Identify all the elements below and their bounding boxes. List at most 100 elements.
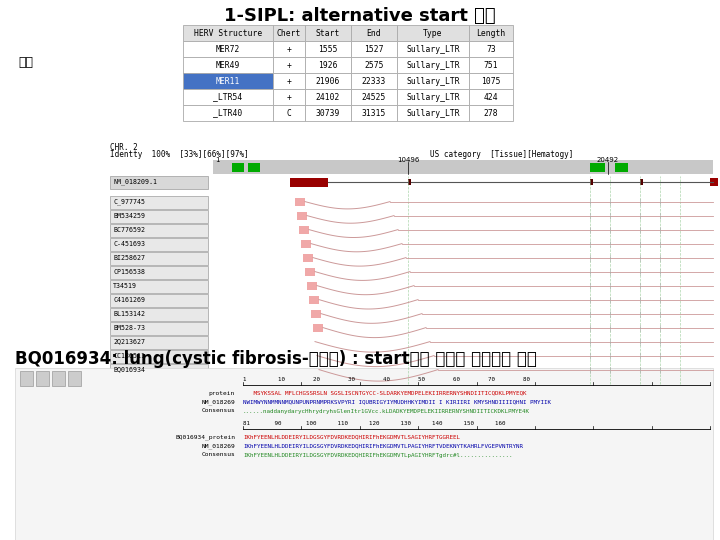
Bar bbox=[183, 25, 273, 41]
Bar bbox=[351, 89, 397, 105]
Text: protein: protein bbox=[209, 390, 235, 395]
Text: Length: Length bbox=[477, 29, 505, 37]
Bar bbox=[351, 105, 397, 121]
Text: 2Q213627: 2Q213627 bbox=[113, 339, 145, 345]
Text: HERV Structure: HERV Structure bbox=[194, 29, 262, 37]
Text: 1527: 1527 bbox=[364, 44, 384, 53]
Text: Sullary_LTR: Sullary_LTR bbox=[406, 109, 460, 118]
Text: MSYKSSAL MFLCHGSSRSLN SGSLISCNTGYCC-SLDARKYEMDPELEKIIRRERNYSHNDIITICQDKLPMYEQK: MSYKSSAL MFLCHGSSRSLN SGSLISCNTGYCC-SLDA… bbox=[243, 390, 526, 395]
Text: End: End bbox=[366, 29, 382, 37]
Text: BC776592: BC776592 bbox=[113, 227, 145, 233]
Bar bbox=[110, 176, 208, 189]
Bar bbox=[313, 323, 323, 332]
Text: Consensus: Consensus bbox=[202, 408, 235, 414]
Bar bbox=[295, 198, 305, 206]
Bar bbox=[397, 105, 469, 121]
Text: BI258627: BI258627 bbox=[113, 254, 145, 261]
Text: MER72: MER72 bbox=[216, 44, 240, 53]
Bar bbox=[305, 25, 351, 41]
Bar bbox=[183, 105, 273, 121]
Text: +: + bbox=[287, 44, 292, 53]
Text: 278: 278 bbox=[484, 109, 498, 118]
Text: 73: 73 bbox=[486, 44, 496, 53]
Text: Chert: Chert bbox=[276, 29, 301, 37]
Text: BQ016934: BQ016934 bbox=[113, 367, 145, 373]
Text: +: + bbox=[287, 92, 292, 102]
Text: 751: 751 bbox=[484, 60, 498, 70]
Text: C4161269: C4161269 bbox=[113, 296, 145, 302]
Text: 424: 424 bbox=[484, 92, 498, 102]
Text: 1075: 1075 bbox=[481, 77, 500, 85]
Text: +: + bbox=[287, 77, 292, 85]
Text: BL153142: BL153142 bbox=[113, 310, 145, 316]
Text: NM_018269: NM_018269 bbox=[202, 399, 235, 405]
Text: MER49: MER49 bbox=[216, 60, 240, 70]
Text: C-451693: C-451693 bbox=[113, 241, 145, 247]
Bar bbox=[110, 238, 208, 251]
Bar bbox=[232, 163, 244, 172]
Text: 30739: 30739 bbox=[316, 109, 340, 118]
Bar bbox=[213, 160, 713, 174]
Bar bbox=[110, 322, 208, 335]
Text: 81       90       100      110      120      130      140      150      160: 81 90 100 110 120 130 140 150 160 bbox=[243, 421, 505, 426]
Bar bbox=[183, 41, 273, 57]
Text: CC186511: CC186511 bbox=[113, 353, 145, 359]
Text: NM_018269: NM_018269 bbox=[202, 443, 235, 449]
Text: IKhFYEENLHLDDEIRYILDGSGYFDVRDKEDQHIRIFhEKGDMVTLpAGIYHRFTgdrc#l...............: IKhFYEENLHLDDEIRYILDGSGYFDVRDKEDQHIRIFhE… bbox=[243, 453, 513, 457]
Text: _LTR40: _LTR40 bbox=[213, 109, 243, 118]
Text: MER11: MER11 bbox=[216, 77, 240, 85]
Bar bbox=[351, 73, 397, 89]
Bar bbox=[15, 368, 713, 540]
Text: Start: Start bbox=[316, 29, 340, 37]
Bar bbox=[397, 57, 469, 73]
Bar bbox=[110, 266, 208, 279]
Bar bbox=[311, 309, 321, 318]
Text: 31315: 31315 bbox=[362, 109, 386, 118]
Bar bbox=[305, 57, 351, 73]
Text: 24102: 24102 bbox=[316, 92, 340, 102]
Bar bbox=[615, 163, 628, 172]
Bar bbox=[183, 57, 273, 73]
Text: 10496: 10496 bbox=[397, 157, 419, 163]
Text: Sullary_LTR: Sullary_LTR bbox=[406, 44, 460, 53]
Bar bbox=[273, 73, 305, 89]
Bar bbox=[469, 89, 513, 105]
Text: NWIMWYNNMMNNMQUNPUNPRNMPRKSVPYRI IQUBRIGYIYMUDHHKYIMDII I KIRIIRI KMYSHNDIIIIQHN: NWIMWYNNMMNNMQUNPUNPRNMPRKSVPYRI IQUBRIG… bbox=[243, 400, 551, 404]
Bar bbox=[273, 57, 305, 73]
Text: 재원: 재원 bbox=[18, 56, 33, 69]
Bar bbox=[110, 224, 208, 237]
Bar bbox=[299, 226, 309, 234]
Text: C: C bbox=[287, 109, 292, 118]
Text: +: + bbox=[287, 60, 292, 70]
Bar bbox=[273, 89, 305, 105]
Bar bbox=[469, 41, 513, 57]
Bar bbox=[110, 308, 208, 321]
Bar bbox=[397, 89, 469, 105]
Bar bbox=[290, 178, 328, 187]
Bar bbox=[590, 179, 593, 185]
Bar bbox=[110, 252, 208, 265]
Bar bbox=[469, 73, 513, 89]
Bar bbox=[351, 57, 397, 73]
Text: 24525: 24525 bbox=[362, 92, 386, 102]
Bar bbox=[309, 295, 319, 303]
Bar bbox=[469, 105, 513, 121]
Text: BM534259: BM534259 bbox=[113, 213, 145, 219]
Text: IKhFYEENLHLDDEIRYILDGSGYFDVRDKEDQHIRIFhEKGDMVTLSAGIYHRFTGGREEL: IKhFYEENLHLDDEIRYILDGSGYFDVRDKEDQHIRIFhE… bbox=[243, 435, 460, 440]
Bar bbox=[110, 335, 208, 349]
Bar bbox=[110, 280, 208, 293]
Bar bbox=[305, 41, 351, 57]
Text: 2575: 2575 bbox=[364, 60, 384, 70]
Bar bbox=[305, 268, 315, 275]
Text: 20492: 20492 bbox=[597, 157, 619, 163]
Text: 1-SIPL: alternative start 제공: 1-SIPL: alternative start 제공 bbox=[224, 7, 496, 25]
Text: Sullary_LTR: Sullary_LTR bbox=[406, 92, 460, 102]
Text: Sullary_LTR: Sullary_LTR bbox=[406, 60, 460, 70]
Bar bbox=[640, 179, 643, 185]
Bar bbox=[305, 73, 351, 89]
Bar bbox=[305, 89, 351, 105]
Bar bbox=[110, 195, 208, 208]
Text: US category  [Tissue][Hematogy]: US category [Tissue][Hematogy] bbox=[430, 150, 573, 159]
Text: BQ016934: lung(cystic fibrosis-섬유증) : start묿만 아니라 단백질도 바뀐: BQ016934: lung(cystic fibrosis-섬유증) : st… bbox=[15, 350, 537, 368]
Text: CP156538: CP156538 bbox=[113, 268, 145, 275]
